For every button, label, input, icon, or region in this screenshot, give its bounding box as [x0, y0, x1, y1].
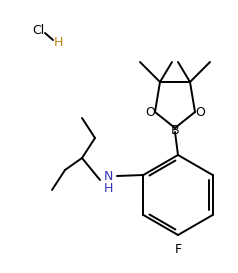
Text: H: H — [53, 35, 63, 49]
Text: O: O — [145, 106, 155, 120]
Text: B: B — [171, 123, 179, 136]
Text: N: N — [103, 171, 113, 183]
Text: F: F — [174, 243, 182, 256]
Text: H: H — [103, 182, 113, 194]
Text: Cl: Cl — [32, 23, 44, 37]
Text: O: O — [195, 106, 205, 120]
